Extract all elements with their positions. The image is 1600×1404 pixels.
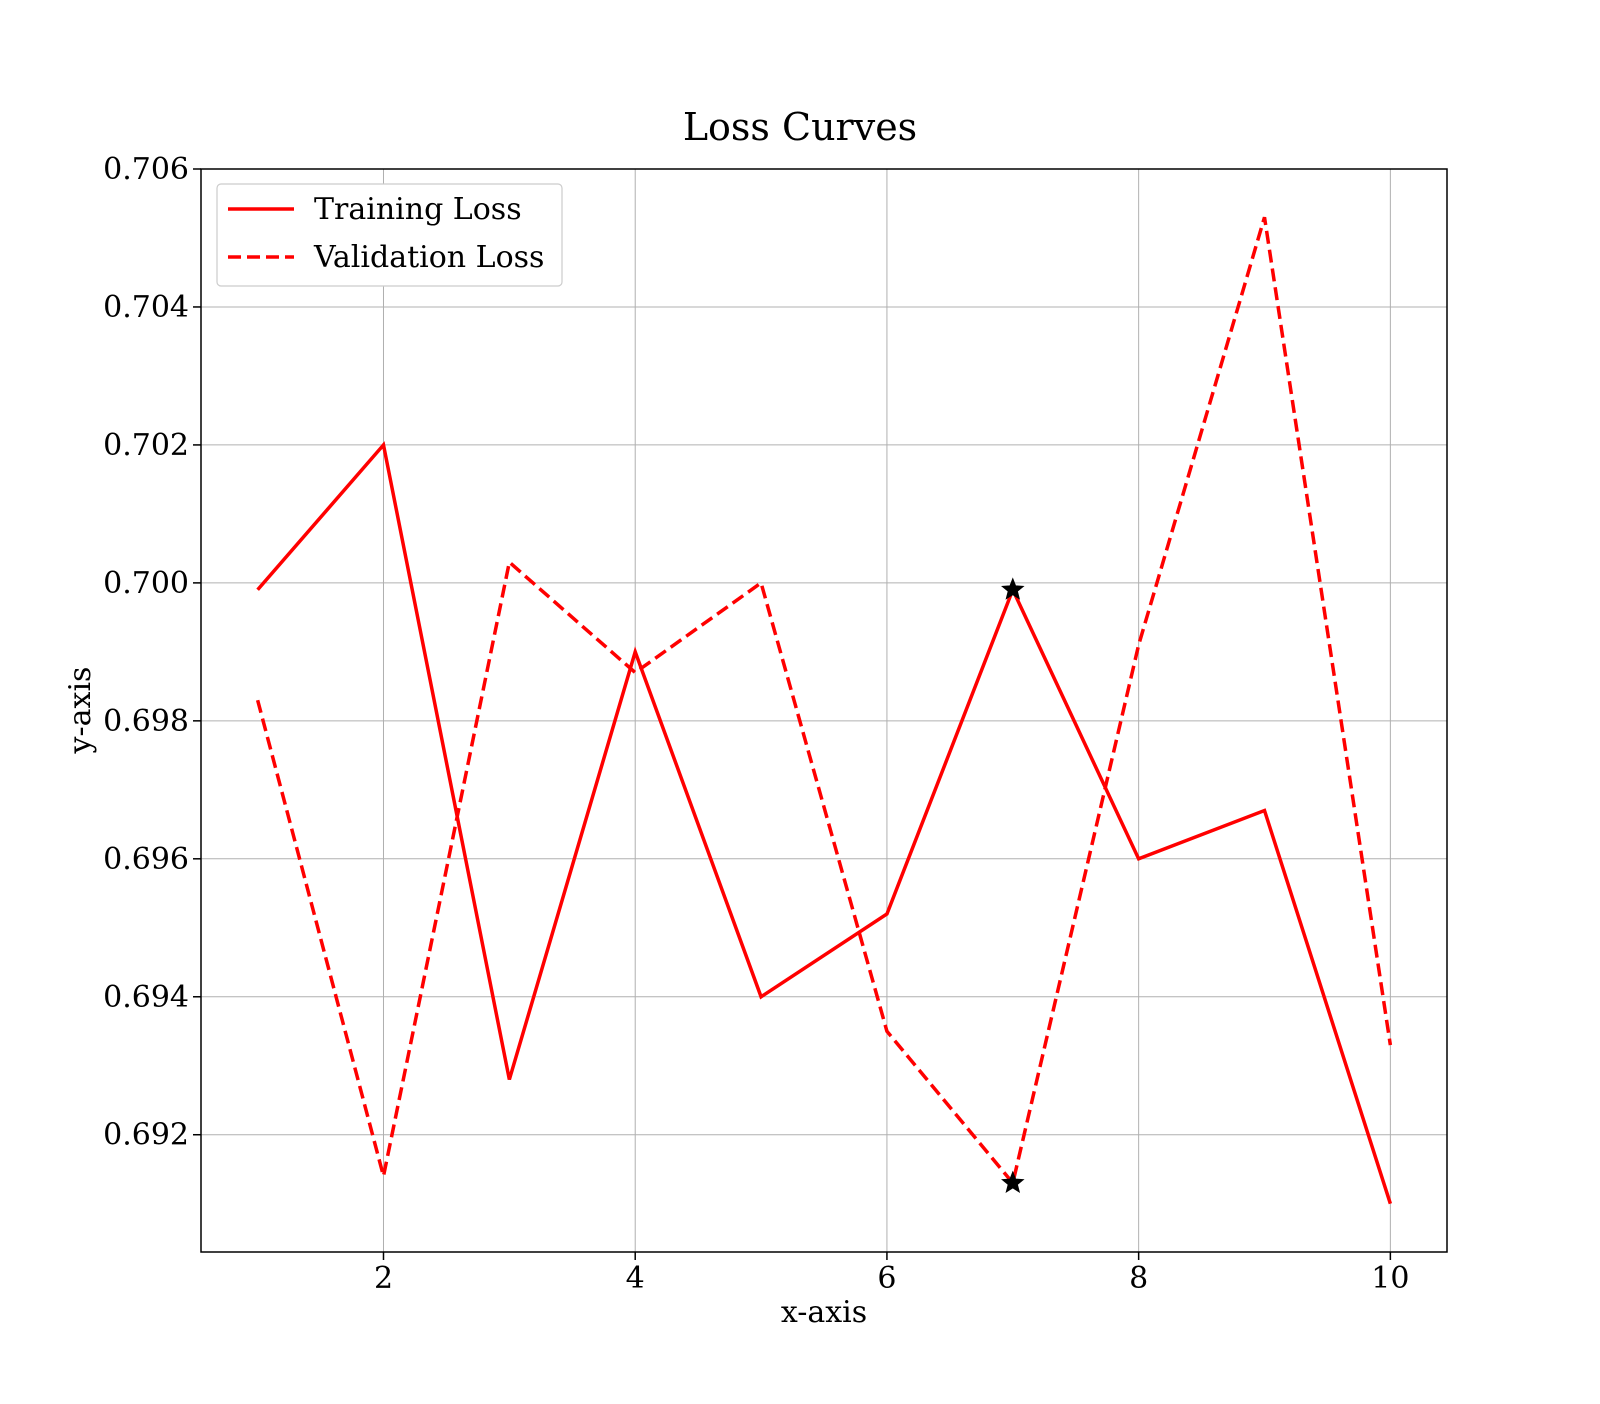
training-loss-line xyxy=(258,445,1391,1204)
y-tick-label: 0.698 xyxy=(103,704,189,739)
training-loss-star-marker xyxy=(1002,579,1023,599)
tick-layer: 2 4 6 8 10 0.692 0.694 0.696 0.698 0.700 0.702 0.70… xyxy=(103,152,1409,1296)
y-tick-label: 0.692 xyxy=(103,1118,189,1153)
y-tick-label: 0.700 xyxy=(103,566,189,601)
y-tick-label: 0.694 xyxy=(103,980,189,1015)
x-tick-label: 6 xyxy=(877,1261,896,1296)
legend: Training Loss Validation Loss xyxy=(217,184,562,286)
x-tick-label: 8 xyxy=(1129,1261,1148,1296)
y-axis-label: y-axis xyxy=(63,667,98,755)
x-axis-label: x-axis xyxy=(781,1295,867,1330)
series-layer xyxy=(258,217,1391,1203)
y-tick-label: 0.704 xyxy=(103,290,189,325)
y-tick-label: 0.696 xyxy=(103,842,189,877)
marker-layer xyxy=(1002,579,1023,1192)
x-tick-label: 4 xyxy=(626,1261,645,1296)
chart-title: Loss Curves xyxy=(683,105,917,149)
y-tick-label: 0.706 xyxy=(103,152,189,187)
validation-loss-line xyxy=(258,217,1391,1183)
plot-frame xyxy=(201,169,1447,1252)
validation-loss-legend-label: Validation Loss xyxy=(313,240,544,275)
x-tick-label: 2 xyxy=(374,1261,393,1296)
y-tick-label: 0.702 xyxy=(103,428,189,463)
training-loss-legend-label: Training Loss xyxy=(314,192,522,227)
x-tick-label: 10 xyxy=(1371,1261,1409,1296)
grid-layer xyxy=(201,169,1447,1252)
